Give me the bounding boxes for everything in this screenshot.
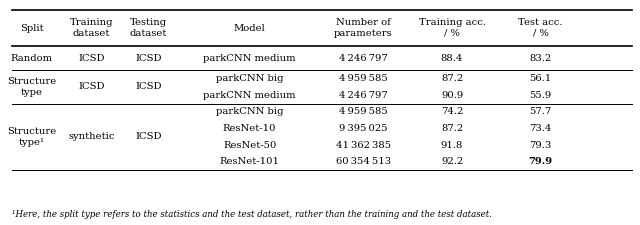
Text: 56.1: 56.1 [529, 74, 552, 83]
Text: synthetic: synthetic [68, 133, 115, 142]
Text: 79.3: 79.3 [529, 141, 552, 150]
Text: Split: Split [20, 24, 44, 33]
Text: Training acc.
/ %: Training acc. / % [419, 18, 486, 38]
Text: parkCNN big: parkCNN big [216, 74, 284, 83]
Text: 4 959 585: 4 959 585 [339, 108, 388, 117]
Text: 90.9: 90.9 [441, 91, 463, 100]
Text: 9 395 025: 9 395 025 [339, 124, 388, 133]
Text: parkCNN big: parkCNN big [216, 108, 284, 117]
Text: 57.7: 57.7 [529, 108, 552, 117]
Text: Random: Random [10, 54, 52, 63]
Text: 91.8: 91.8 [441, 141, 463, 150]
Text: Structure
type: Structure type [7, 77, 56, 97]
Text: Test acc.
/ %: Test acc. / % [518, 18, 563, 38]
Text: parkCNN medium: parkCNN medium [204, 91, 296, 100]
Text: 79.9: 79.9 [529, 158, 553, 166]
Text: 41 362 385: 41 362 385 [336, 141, 391, 150]
Text: 4 959 585: 4 959 585 [339, 74, 388, 83]
Text: ¹Here, the split type refers to the statistics and the test dataset, rather than: ¹Here, the split type refers to the stat… [13, 210, 493, 219]
Text: 83.2: 83.2 [529, 54, 552, 63]
Text: 74.2: 74.2 [441, 108, 463, 117]
Text: ResNet-50: ResNet-50 [223, 141, 276, 150]
Text: 4 246 797: 4 246 797 [339, 91, 388, 100]
Text: ICSD: ICSD [78, 54, 105, 63]
Text: Training
dataset: Training dataset [70, 18, 113, 38]
Text: 4 246 797: 4 246 797 [339, 54, 388, 63]
Text: 92.2: 92.2 [441, 158, 463, 166]
Text: ICSD: ICSD [78, 82, 105, 91]
Text: Model: Model [234, 24, 266, 33]
Text: 87.2: 87.2 [441, 124, 463, 133]
Text: ResNet-10: ResNet-10 [223, 124, 276, 133]
Text: 55.9: 55.9 [529, 91, 552, 100]
Text: ICSD: ICSD [135, 82, 162, 91]
Text: Structure
type¹: Structure type¹ [7, 127, 56, 147]
Text: Testing
dataset: Testing dataset [130, 18, 167, 38]
Text: 73.4: 73.4 [529, 124, 552, 133]
Text: ICSD: ICSD [135, 54, 162, 63]
Text: 88.4: 88.4 [441, 54, 463, 63]
Text: Number of
parameters: Number of parameters [334, 18, 393, 38]
Text: ICSD: ICSD [135, 133, 162, 142]
Text: parkCNN medium: parkCNN medium [204, 54, 296, 63]
Text: 60 354 513: 60 354 513 [336, 158, 391, 166]
Text: ResNet-101: ResNet-101 [220, 158, 280, 166]
Text: 87.2: 87.2 [441, 74, 463, 83]
